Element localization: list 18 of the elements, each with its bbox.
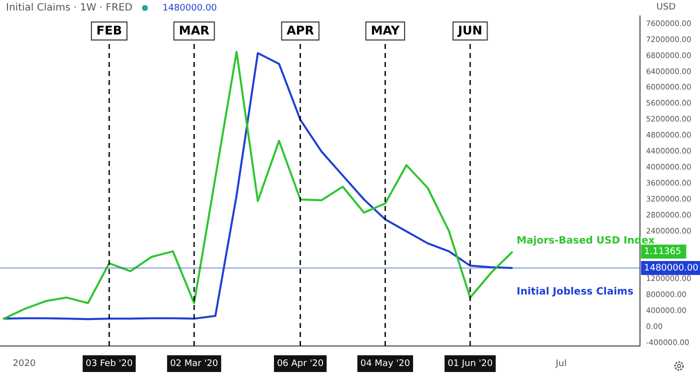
text: 1.11365 [644, 247, 682, 258]
ref-line-label: 1480000.00 [644, 263, 699, 274]
x-tick-label: Jul [554, 358, 567, 369]
x-tick-label: 04 May '20 [360, 358, 410, 369]
ref-line-label: JUN [457, 24, 482, 38]
ref-line-label: MAY [370, 24, 400, 38]
x-tick-label: 2020 [12, 358, 36, 369]
ref-line-label: FEB [96, 24, 122, 38]
chart-title: Initial Claims · 1W · FRED [6, 2, 133, 14]
x-tick-label: 03 Feb '20 [86, 358, 133, 369]
series-label: Initial Jobless Claims [516, 286, 634, 298]
x-tick-label: 06 Apr '20 [276, 358, 324, 369]
y-axis-title: USD [656, 2, 676, 12]
ref-line-label: MAR [178, 24, 210, 38]
chart-subtitle: 1480000.00 [162, 3, 218, 14]
ref-line-label: APR [286, 24, 314, 38]
x-tick-label: 02 Mar '20 [170, 358, 218, 369]
x-tick-label: 01 Jun '20 [448, 358, 493, 369]
